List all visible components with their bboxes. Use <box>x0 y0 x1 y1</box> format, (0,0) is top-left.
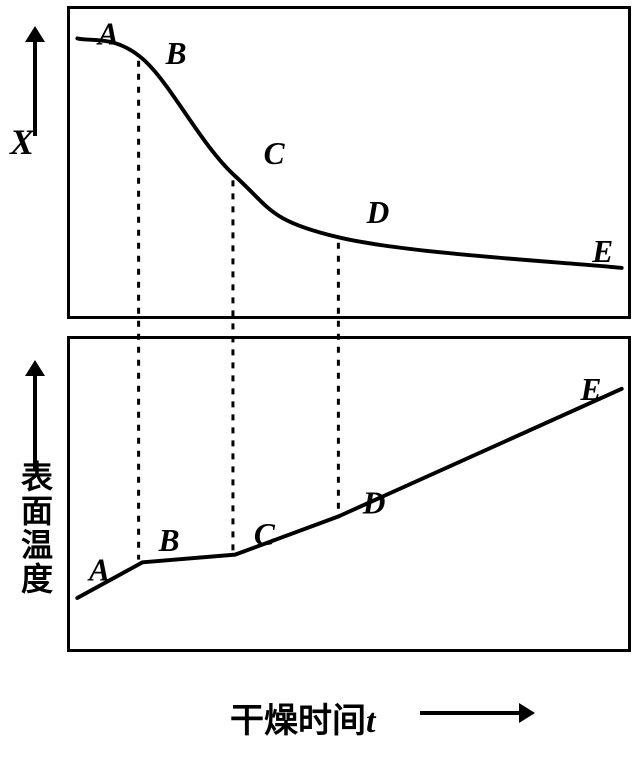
point-label-B: B <box>158 523 180 558</box>
y-axis-arrow-bottom <box>23 350 47 472</box>
chart-top-svg: A B C D E <box>70 9 628 316</box>
point-label-A: A <box>87 552 110 587</box>
point-label-E: E <box>580 372 602 407</box>
point-label-D: D <box>366 195 390 230</box>
x-axis-label: 干燥时间t <box>230 693 375 742</box>
y-axis-label-top: X <box>10 121 34 163</box>
point-label-A: A <box>96 16 119 51</box>
point-label-C: C <box>264 136 286 171</box>
x-axis-arrow <box>418 701 545 725</box>
figure-container: A B C D E X A B C D E 表面温度 干燥时间t <box>0 0 640 773</box>
point-label-D: D <box>362 486 386 521</box>
chart-bottom-svg: A B C D E <box>70 339 628 649</box>
point-label-B: B <box>165 36 187 71</box>
chart-top: A B C D E <box>67 6 631 319</box>
x-axis-label-var: t <box>366 703 375 740</box>
point-label-C: C <box>254 517 276 552</box>
y-axis-arrow-top <box>23 16 47 138</box>
chart-bottom: A B C D E <box>67 336 631 652</box>
y-axis-label-bottom: 表面温度 <box>12 460 58 596</box>
x-axis-label-text: 干燥时间 <box>230 703 366 740</box>
point-label-E: E <box>591 234 613 269</box>
